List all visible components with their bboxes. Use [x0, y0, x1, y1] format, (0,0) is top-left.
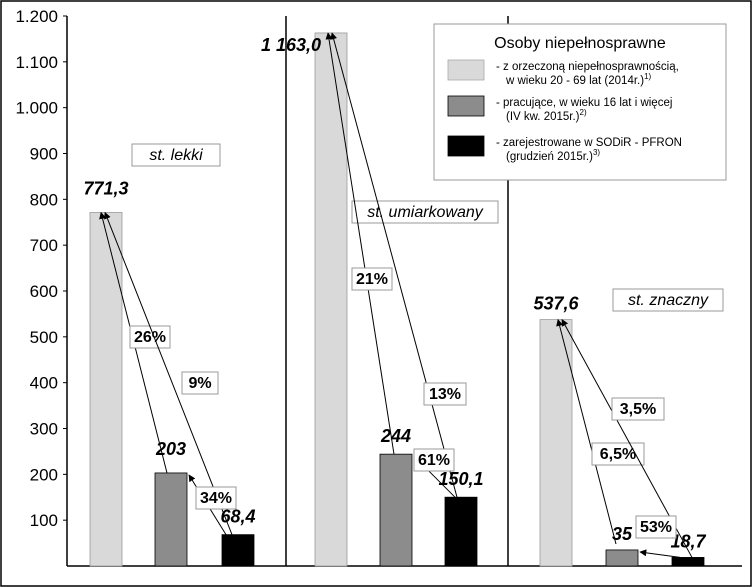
data-label: 771,3 [83, 178, 128, 198]
data-label: 18,7 [670, 531, 706, 551]
legend-label: - pracujące, w wieku 16 lat i więcej [496, 97, 672, 109]
bar [89, 212, 123, 567]
data-label: 150,1 [438, 469, 483, 489]
percentage-label: 26% [134, 329, 166, 346]
plot-area: 100 200 300 400 500 600 700 800 900 1.000 1.100 1.2… [15, 7, 742, 567]
legend-label: - zarejestrowane w SODiR - PFRON [496, 137, 682, 149]
percentage-label: 3,5% [620, 401, 656, 418]
percentage-box [195, 486, 237, 510]
data-label: 244 [380, 426, 411, 446]
percentage-arrow [556, 318, 617, 545]
category-label: st. znaczny [628, 292, 709, 309]
legend-swatch [447, 135, 485, 157]
y-tick-label: 1.000 [15, 99, 58, 118]
legend-label: (IV kw. 2015r.)2) [506, 108, 587, 123]
y-tick-label: 800 [30, 190, 58, 209]
bar [314, 32, 348, 567]
data-label: 1 163,0 [261, 35, 321, 55]
legend-swatch [447, 59, 485, 81]
legend-label: (grudzień 2015r.)3) [506, 148, 600, 163]
legend-footnote: 2) [580, 108, 587, 117]
percentage-box [591, 442, 645, 466]
category-box [131, 143, 221, 167]
category-label: st. lekki [149, 147, 203, 164]
bar [221, 534, 255, 567]
bar [154, 472, 188, 567]
category-label: st. umiarkowany [367, 204, 484, 221]
percentage-box [423, 382, 467, 406]
y-tick-label: 500 [30, 328, 58, 347]
data-label: 35 [612, 524, 633, 544]
legend-label: w wieku 20 - 69 lat (2014r.)1) [505, 72, 652, 87]
category-box [351, 200, 499, 224]
y-tick-label: 700 [30, 236, 58, 255]
y-tick-label: 600 [30, 282, 58, 301]
percentage-label: 13% [429, 386, 461, 403]
category-box [612, 288, 724, 312]
percentage-label: 53% [640, 519, 672, 536]
percentage-box [611, 397, 665, 421]
legend-label: - z orzeczoną niepełnosprawnością, [496, 61, 679, 73]
percentage-label: 61% [418, 452, 450, 469]
legend-title: Osoby niepełnosprawne [494, 35, 666, 52]
y-tick-label: 1.200 [15, 7, 58, 26]
percentage-arrow [639, 549, 681, 558]
legend-swatch [447, 95, 485, 117]
percentage-label: 21% [356, 271, 388, 288]
percentage-label: 34% [200, 490, 232, 507]
bar [539, 319, 573, 567]
y-tick-label: 100 [30, 511, 58, 530]
percentage-arrow [104, 211, 233, 535]
percentage-arrow [325, 32, 395, 455]
percentage-box [635, 515, 677, 539]
percentage-label: 6,5% [600, 446, 636, 463]
y-tick-label: 300 [30, 420, 58, 439]
bar [671, 557, 705, 567]
legend-footnote: 3) [593, 148, 600, 157]
data-label: 537,6 [533, 294, 579, 314]
y-tick-label: 1.100 [15, 53, 58, 72]
bar [379, 453, 413, 567]
data-label: 68,4 [220, 507, 255, 527]
bar [605, 549, 639, 567]
percentage-box [351, 267, 393, 291]
legend-footnote: 1) [644, 72, 651, 81]
percentage-arrow [330, 32, 458, 498]
percentage-box [413, 448, 455, 472]
y-tick-label: 400 [30, 374, 58, 393]
data-label: 203 [155, 439, 186, 459]
percentage-box [181, 371, 219, 395]
y-tick-label: 200 [30, 465, 58, 484]
percentage-label: 9% [188, 375, 211, 392]
y-tick-label: 900 [30, 145, 58, 164]
bar [444, 496, 478, 567]
